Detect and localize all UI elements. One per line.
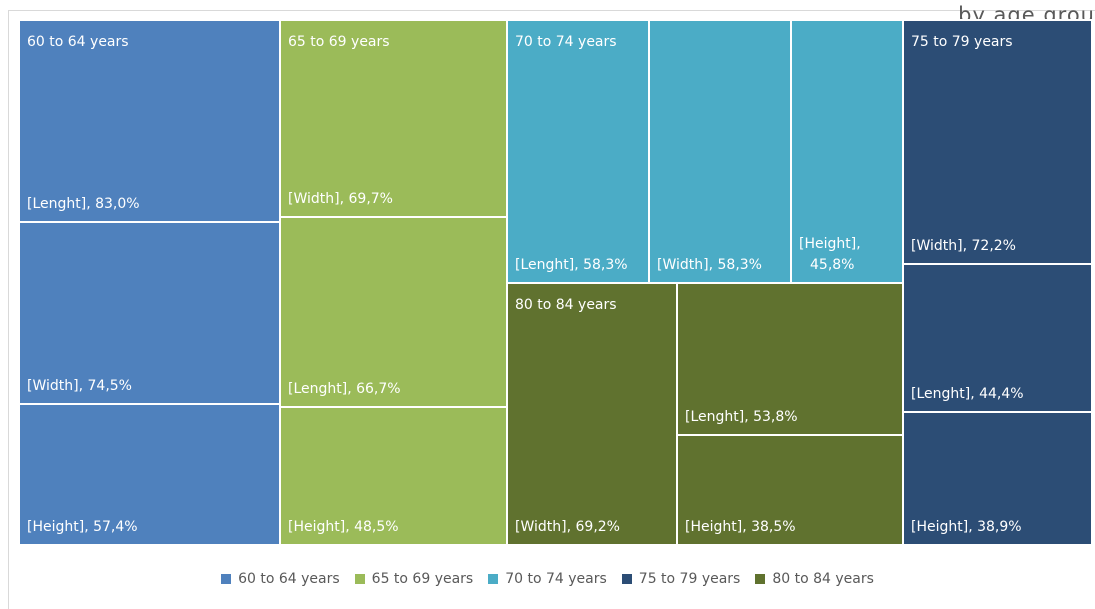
treemap-tile <box>506 19 650 284</box>
tile-label: [Height], 48,5% <box>288 519 399 535</box>
legend-item: 60 to 64 years <box>221 571 340 587</box>
legend-label: 75 to 79 years <box>638 571 741 587</box>
legend-label: 60 to 64 years <box>238 571 340 587</box>
tile-label: 45,8% <box>810 257 854 273</box>
group-label: 65 to 69 years <box>288 34 390 50</box>
legend-item: 75 to 79 years <box>621 571 741 587</box>
treemap-tile <box>676 434 904 546</box>
legend-swatch <box>755 574 766 584</box>
treemap-tile <box>18 403 281 546</box>
tile-label: [Width], 74,5% <box>27 378 132 394</box>
legend-label: 70 to 74 years <box>505 571 607 587</box>
treemap-tile <box>18 19 281 223</box>
treemap-tile <box>279 406 508 546</box>
tile-label: [Height], 38,5% <box>685 519 796 535</box>
legend-item: 65 to 69 years <box>354 571 474 587</box>
treemap-tile <box>902 263 1093 413</box>
tile-label: [Width], 72,2% <box>911 238 1016 254</box>
tile-label: [Height], <box>799 236 861 252</box>
treemap-tile <box>648 19 792 284</box>
chart-legend: 60 to 64 years 65 to 69 years 70 to 74 yea… <box>0 566 1095 592</box>
tile-label: [Lenght], 53,8% <box>685 409 798 425</box>
legend-swatch <box>354 574 365 584</box>
legend-label: 80 to 84 years <box>772 571 874 587</box>
treemap-tile <box>18 221 281 405</box>
legend-swatch <box>488 574 499 584</box>
legend-swatch <box>621 574 632 584</box>
tile-label: [Lenght], 83,0% <box>27 196 140 212</box>
treemap-tile <box>279 216 508 408</box>
tile-label: [Lenght], 58,3% <box>515 257 628 273</box>
legend-swatch <box>221 574 232 584</box>
tile-label: [Width], 58,3% <box>657 257 762 273</box>
legend-item: 70 to 74 years <box>488 571 607 587</box>
group-label: 75 to 79 years <box>911 34 1013 50</box>
tile-label: [Height], 57,4% <box>27 519 138 535</box>
legend-item: 80 to 84 years <box>755 571 874 587</box>
treemap-tile <box>902 411 1093 546</box>
group-label: 70 to 74 years <box>515 34 617 50</box>
group-label: 60 to 64 years <box>27 34 129 50</box>
treemap-chart: 60 to 64 years [Lenght], 83,0% [Width], 74… <box>18 19 1093 546</box>
tile-label: [Lenght], 44,4% <box>911 386 1024 402</box>
tile-label: [Height], 38,9% <box>911 519 1022 535</box>
treemap-tile <box>902 19 1093 265</box>
treemap-tile <box>506 282 678 546</box>
tile-label: [Lenght], 66,7% <box>288 381 401 397</box>
group-label: 80 to 84 years <box>515 297 617 313</box>
treemap-tile <box>676 282 904 436</box>
treemap-tile <box>279 19 508 218</box>
tile-label: [Width], 69,2% <box>515 519 620 535</box>
tile-label: [Width], 69,7% <box>288 191 393 207</box>
legend-label: 65 to 69 years <box>371 571 474 587</box>
